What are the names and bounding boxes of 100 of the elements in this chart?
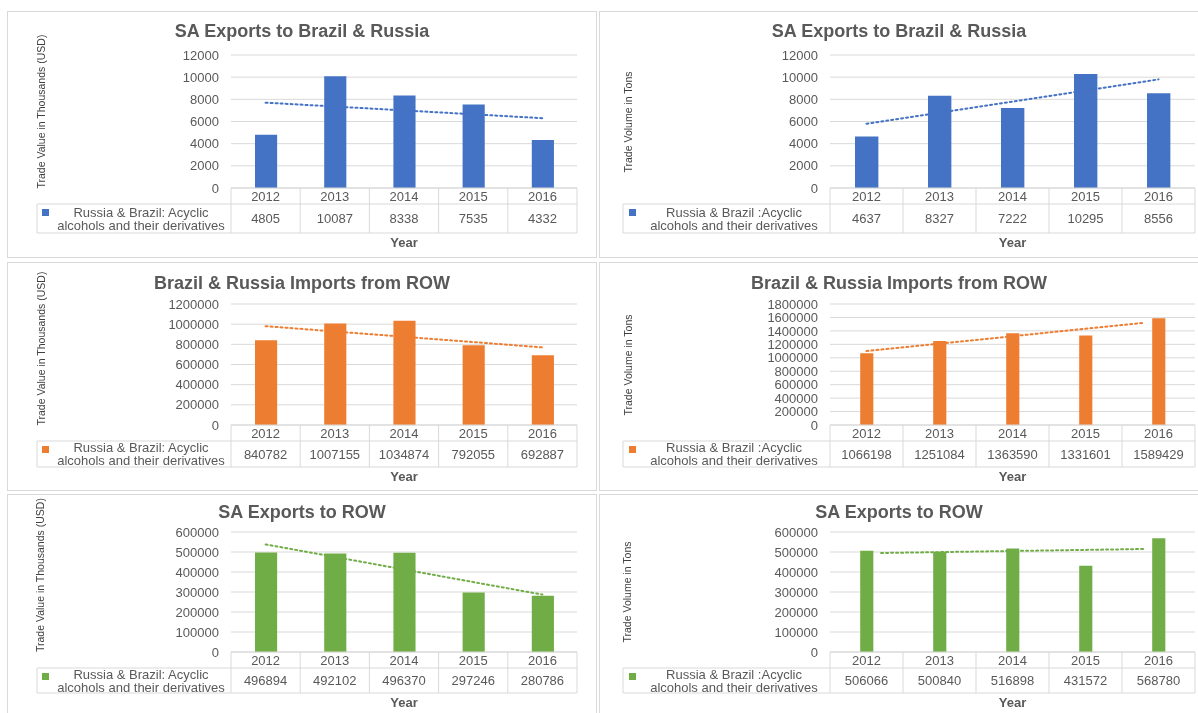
chart-title: Brazil & Russia Imports from ROW [750, 273, 1048, 293]
bar [255, 552, 278, 652]
x-tick-label: 2016 [1144, 425, 1173, 441]
legend-label: Russia & Brazil: Acyclic alcohols and their derivatives [56, 204, 226, 233]
bar [1147, 93, 1171, 188]
bar [1152, 538, 1166, 652]
x-tick-label: 2015 [458, 188, 488, 204]
bar [1079, 565, 1093, 652]
y-tick-label: 400000 [774, 564, 818, 580]
y-tick-label: 12000 [781, 47, 818, 63]
x-tick-label: 2013 [320, 425, 350, 441]
y-tick-label: 0 [810, 644, 818, 660]
data-label: 10295 [1067, 211, 1104, 227]
x-tick-label: 2015 [1071, 425, 1100, 441]
data-label: 1034874 [378, 446, 430, 462]
y-tick-label: 0 [211, 417, 219, 433]
bar [462, 592, 485, 652]
x-axis-title: Year [998, 695, 1027, 710]
x-tick-label: 2013 [320, 652, 350, 668]
x-tick-label: 2012 [251, 425, 281, 441]
y-tick-label: 500000 [175, 544, 219, 560]
data-label: 506066 [844, 673, 889, 689]
y-tick-label: 4000 [789, 136, 818, 152]
chart-title: SA Exports to ROW [815, 502, 983, 522]
y-tick-label: 8000 [190, 91, 219, 107]
x-tick-label: 2012 [852, 188, 881, 204]
y-axis-title: Trade Value in Thousands (USD) [34, 498, 46, 652]
chart-title: SA Exports to Brazil & Russia [174, 21, 430, 41]
x-axis-title: Year [998, 235, 1027, 250]
bar [255, 134, 278, 188]
data-label: 496894 [243, 673, 288, 689]
y-tick-label: 6000 [789, 114, 818, 130]
bar [1152, 318, 1166, 425]
x-tick-label: 2014 [998, 425, 1027, 441]
y-tick-label: 2000 [789, 158, 818, 174]
y-tick-label: 400000 [175, 564, 219, 580]
data-label: 496370 [382, 673, 426, 689]
data-label: 492102 [313, 673, 357, 689]
x-tick-label: 2014 [389, 188, 419, 204]
x-tick-label: 2013 [925, 425, 954, 441]
y-tick-label: 100000 [175, 624, 219, 640]
chart-title: Brazil & Russia Imports from ROW [153, 273, 451, 293]
y-tick-label: 200000 [175, 397, 219, 413]
x-tick-label: 2016 [527, 188, 557, 204]
y-tick-label: 10000 [182, 69, 219, 85]
x-tick-label: 2016 [1144, 652, 1173, 668]
y-tick-label: 800000 [175, 336, 219, 352]
chart-title: SA Exports to ROW [218, 502, 386, 522]
y-tick-label: 6000 [190, 114, 219, 130]
data-label: 4805 [251, 211, 281, 227]
legend-label: Russia & Brazil :Acyclic alcohols and their derivatives [649, 666, 819, 695]
y-tick-label: 600000 [175, 524, 219, 540]
data-label: 1363590 [987, 446, 1038, 462]
y-tick-label: 4000 [190, 136, 219, 152]
data-label: 1331601 [1060, 446, 1111, 462]
x-tick-label: 2015 [458, 652, 488, 668]
y-tick-label: 400000 [774, 390, 818, 406]
y-tick-label: 500000 [774, 544, 818, 560]
data-label: 516898 [990, 673, 1035, 689]
data-label: 1589429 [1133, 446, 1184, 462]
y-tick-label: 600000 [175, 357, 219, 373]
data-label: 431572 [1063, 673, 1108, 689]
data-label: 692887 [520, 446, 565, 462]
y-tick-label: 400000 [175, 377, 219, 393]
y-axis-title: Trade Volume in Tons [621, 314, 633, 415]
data-label: 10087 [316, 211, 353, 227]
x-tick-label: 2014 [998, 652, 1027, 668]
y-axis-title: Trade Value in Thousands (USD) [34, 34, 46, 188]
bar [255, 340, 278, 425]
bar [855, 136, 879, 188]
x-tick-label: 2012 [251, 188, 281, 204]
x-tick-label: 2013 [925, 188, 954, 204]
y-tick-label: 1400000 [767, 323, 818, 339]
y-tick-label: 10000 [781, 69, 818, 85]
x-tick-label: 2015 [1071, 652, 1100, 668]
data-label: 8338 [389, 211, 419, 227]
y-tick-label: 800000 [774, 363, 818, 379]
x-tick-label: 2016 [1144, 188, 1173, 204]
bar [531, 355, 554, 425]
x-axis-title: Year [390, 695, 418, 710]
legend-label: Russia & Brazil :Acyclic alcohols and their derivatives [649, 204, 819, 233]
y-tick-label: 300000 [774, 584, 818, 600]
x-tick-label: 2016 [527, 652, 557, 668]
x-tick-label: 2015 [458, 425, 488, 441]
data-label: 1007155 [309, 446, 361, 462]
y-tick-label: 0 [211, 644, 219, 660]
x-tick-label: 2014 [389, 652, 419, 668]
legend-label: Russia & Brazil: Acyclic alcohols and their derivatives [56, 440, 226, 468]
data-label: 8327 [925, 211, 954, 227]
data-label: 7535 [458, 211, 488, 227]
data-label: 7222 [998, 211, 1027, 227]
y-tick-label: 1200000 [767, 336, 818, 352]
y-tick-label: 0 [810, 180, 818, 196]
y-tick-label: 0 [211, 180, 219, 196]
y-axis-title: Trade Volume in Tons [621, 71, 633, 172]
y-axis-title: Trade Volume in Tons [621, 541, 633, 643]
bar [531, 139, 554, 188]
x-axis-title: Year [390, 469, 418, 484]
data-label: 840782 [243, 446, 288, 462]
data-label: 4637 [852, 211, 881, 227]
